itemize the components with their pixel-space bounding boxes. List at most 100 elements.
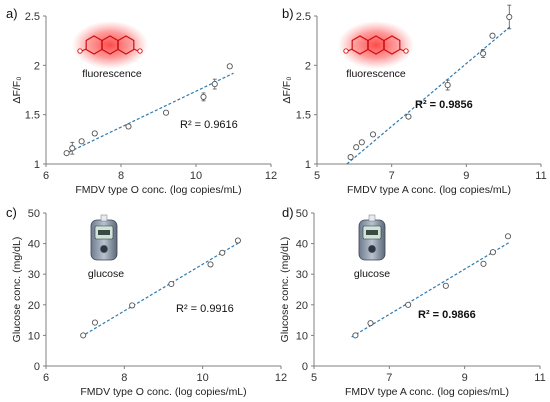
- data-point: [168, 280, 175, 288]
- x-tick-label: 5: [311, 372, 317, 384]
- bond: [347, 48, 353, 52]
- x-tick-label: 8: [121, 372, 127, 384]
- data-point: [352, 332, 359, 339]
- bond: [399, 48, 405, 52]
- trend-line: [64, 72, 234, 155]
- data-point: [369, 131, 377, 138]
- data-point: [480, 260, 487, 267]
- y-tick-label: 2.5: [296, 11, 311, 23]
- bond: [81, 48, 87, 52]
- signal-label: glucose: [354, 268, 390, 280]
- x-tick-label: 6: [43, 170, 49, 182]
- data-point: [489, 249, 496, 256]
- chart-panel-2: b) 1 1.5 2 2.5 5 7 9 11 FMDV type A conc. (log co…: [281, 4, 547, 196]
- meter-digits: [366, 230, 378, 235]
- y-tick-label: 2: [305, 60, 311, 72]
- y-tick-label: 30: [28, 269, 40, 281]
- data-point: [207, 261, 214, 268]
- data-point: [353, 144, 360, 151]
- data-point: [69, 145, 76, 152]
- panel-letter: b): [282, 6, 294, 21]
- y-tick-label: 50: [28, 208, 40, 220]
- data-point: [226, 63, 233, 70]
- panel-letter: c): [6, 205, 17, 220]
- x-tick-label: 8: [118, 170, 124, 182]
- y-tick-label: 20: [28, 300, 40, 312]
- x-tick-label: 7: [386, 372, 392, 384]
- glow-halo: [338, 21, 414, 69]
- trend-line: [351, 241, 511, 338]
- y-tick-label: 0: [302, 361, 308, 373]
- x-tick-label: 12: [265, 170, 277, 182]
- data-point: [211, 81, 218, 88]
- data-point: [162, 109, 170, 116]
- data-point: [347, 154, 354, 161]
- data-point: [504, 233, 512, 240]
- x-axis-title: FMDV type A conc. (log copies/mL): [347, 184, 511, 196]
- test-strip: [368, 214, 376, 222]
- data-point: [358, 139, 365, 146]
- trend-line: [80, 241, 241, 338]
- y-axis-title: ΔF/F₀: [281, 76, 293, 103]
- data-point: [234, 237, 241, 244]
- x-axis-title: FMDV type O conc. (log copies/mL): [80, 386, 246, 398]
- y-tick-label: 40: [28, 239, 40, 251]
- meter-button: [367, 244, 377, 254]
- x-axis-title: FMDV type A conc. (log copies/mL): [345, 386, 509, 398]
- x-tick-label: 6: [43, 372, 49, 384]
- signal-label: fluorescence: [82, 68, 142, 80]
- bond: [133, 48, 139, 52]
- x-tick-label: 9: [462, 372, 468, 384]
- r-squared-label: R² = 0.9856: [415, 99, 473, 111]
- data-point: [444, 82, 451, 89]
- y-tick-label: 1.5: [296, 110, 311, 122]
- x-tick-label: 9: [463, 170, 469, 182]
- substituent-left: [343, 48, 349, 54]
- x-tick-label: 11: [534, 372, 545, 384]
- data-point: [91, 319, 99, 326]
- r-squared-label: R² = 0.9916: [176, 303, 234, 315]
- phenoxazine-fluorescence-icon: [338, 21, 414, 69]
- x-tick-label: 10: [190, 170, 202, 182]
- meter-digits: [98, 230, 110, 235]
- y-axis-title: Glucose conc. (mg/dL): [279, 237, 291, 343]
- signal-label: glucose: [88, 268, 124, 280]
- glucose-meter-icon: [90, 214, 118, 261]
- data-point: [405, 301, 412, 308]
- y-axis-title: Glucose conc. (mg/dL): [11, 237, 23, 343]
- ring: [383, 35, 401, 55]
- data-point: [129, 302, 136, 309]
- data-point: [63, 150, 70, 157]
- panel-letter: a): [6, 6, 18, 21]
- data-point: [125, 123, 132, 130]
- substituent-right: [403, 48, 409, 54]
- y-tick-label: 1.5: [25, 110, 40, 122]
- x-axis-title: FMDV type O conc. (log copies/mL): [75, 184, 241, 196]
- x-tick-label: 10: [197, 372, 209, 384]
- x-tick-label: 11: [535, 170, 546, 182]
- y-tick-label: 50: [296, 208, 308, 220]
- phenoxazine-fluorescence-icon: [72, 21, 148, 69]
- chart-panel-4: d) 0 10 20 30 40 50 5 7 9 11 FMDV type A conc. (log…: [279, 205, 546, 398]
- x-tick-label: 7: [389, 170, 395, 182]
- y-tick-label: 2.5: [25, 11, 40, 23]
- y-tick-label: 0: [34, 361, 40, 373]
- meter-button: [99, 244, 109, 254]
- panel-letter: d): [282, 205, 294, 220]
- y-tick-label: 10: [28, 330, 40, 342]
- y-axis-title: ΔF/F₀: [11, 76, 23, 103]
- signal-label: fluorescence: [346, 68, 406, 80]
- y-tick-label: 20: [296, 300, 308, 312]
- y-tick-label: 1: [305, 159, 311, 171]
- y-tick-label: 30: [296, 269, 308, 281]
- data-point: [219, 249, 226, 256]
- r-squared-label: R² = 0.9866: [418, 309, 476, 321]
- chart-panel-1: a) 1 1.5 2 2.5 6 8 10 12 FMDV type O conc. (log c…: [6, 6, 277, 196]
- r-squared-label: R² = 0.9616: [180, 119, 238, 131]
- data-point: [405, 113, 412, 120]
- trend-line: [346, 25, 512, 165]
- glow-halo: [72, 21, 148, 69]
- data-point: [91, 130, 98, 137]
